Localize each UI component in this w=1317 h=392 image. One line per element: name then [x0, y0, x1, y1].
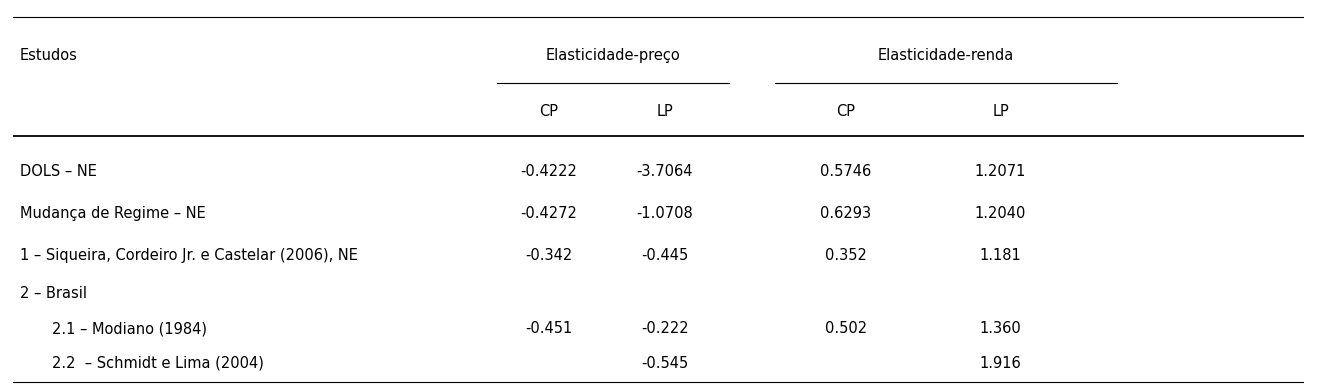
- Text: 0.502: 0.502: [824, 321, 867, 336]
- Text: -0.445: -0.445: [641, 248, 689, 263]
- Text: 1.2071: 1.2071: [975, 163, 1026, 178]
- Text: 1.2040: 1.2040: [975, 206, 1026, 221]
- Text: -0.451: -0.451: [525, 321, 573, 336]
- Text: 2 – Brasil: 2 – Brasil: [20, 287, 87, 301]
- Text: 1.360: 1.360: [980, 321, 1022, 336]
- Text: CP: CP: [539, 104, 558, 119]
- Text: LP: LP: [657, 104, 673, 119]
- Text: LP: LP: [992, 104, 1009, 119]
- Text: -0.4272: -0.4272: [520, 206, 577, 221]
- Text: 0.6293: 0.6293: [820, 206, 872, 221]
- Text: -0.342: -0.342: [525, 248, 573, 263]
- Text: -0.545: -0.545: [641, 356, 689, 370]
- Text: Estudos: Estudos: [20, 48, 78, 63]
- Text: -3.7064: -3.7064: [636, 163, 693, 178]
- Text: -1.0708: -1.0708: [636, 206, 693, 221]
- Text: 1.916: 1.916: [980, 356, 1022, 370]
- Text: DOLS – NE: DOLS – NE: [20, 163, 96, 178]
- Text: CP: CP: [836, 104, 855, 119]
- Text: 0.352: 0.352: [824, 248, 867, 263]
- Text: Elasticidade-preço: Elasticidade-preço: [547, 48, 681, 63]
- Text: Mudança de Regime – NE: Mudança de Regime – NE: [20, 206, 205, 221]
- Text: 1 – Siqueira, Cordeiro Jr. e Castelar (2006), NE: 1 – Siqueira, Cordeiro Jr. e Castelar (2…: [20, 248, 357, 263]
- Text: Elasticidade-renda: Elasticidade-renda: [877, 48, 1014, 63]
- Text: 2.1 – Modiano (1984): 2.1 – Modiano (1984): [51, 321, 207, 336]
- Text: 1.181: 1.181: [980, 248, 1022, 263]
- Text: 0.5746: 0.5746: [820, 163, 872, 178]
- Text: -0.222: -0.222: [641, 321, 689, 336]
- Text: 2.2  – Schmidt e Lima (2004): 2.2 – Schmidt e Lima (2004): [51, 356, 263, 370]
- Text: -0.4222: -0.4222: [520, 163, 577, 178]
